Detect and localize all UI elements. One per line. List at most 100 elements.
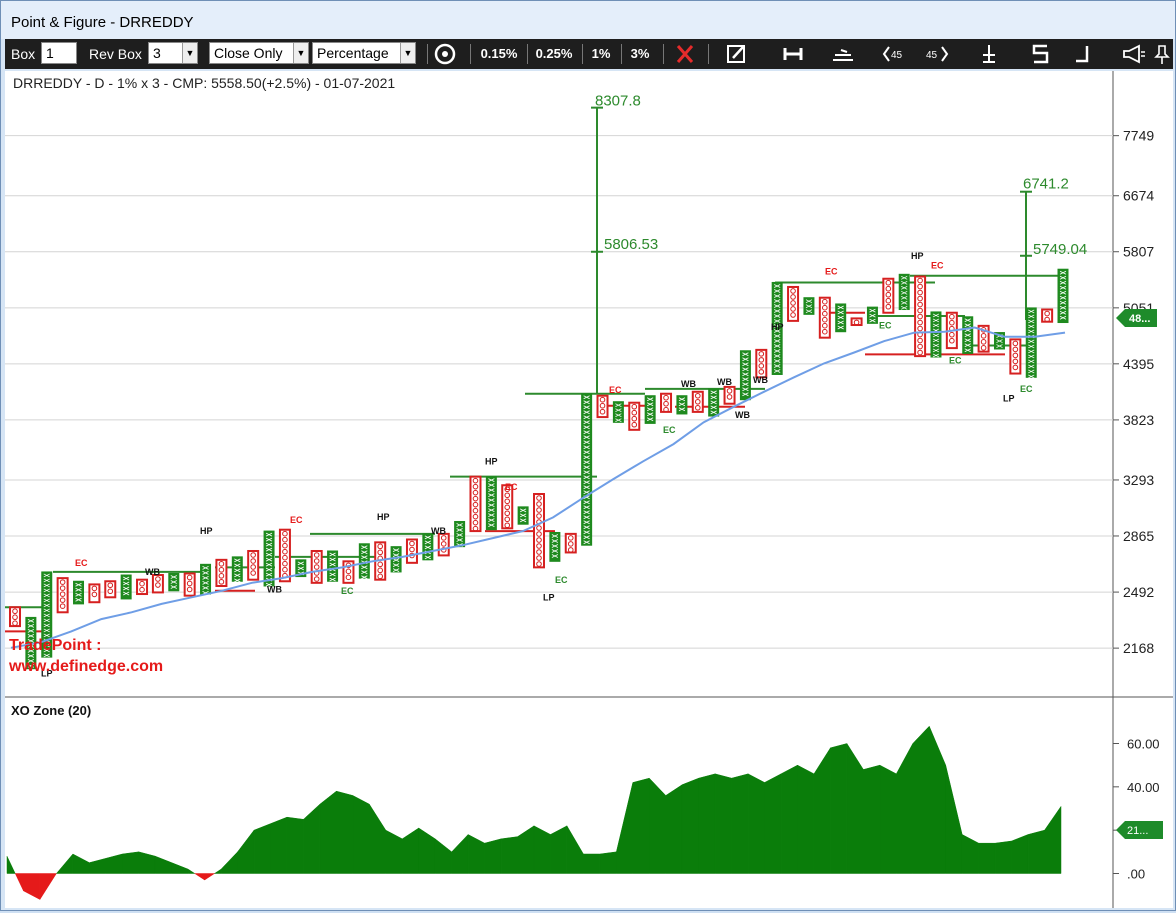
pattern-label: LP (41, 669, 53, 679)
x-mark (837, 320, 844, 325)
refresh-icon[interactable] (433, 43, 457, 65)
x-mark (551, 554, 559, 558)
pattern-label: WB (145, 567, 160, 577)
o-mark (536, 561, 542, 567)
rev-box-select[interactable]: 3 ▼ (148, 42, 198, 64)
bracket-icon[interactable] (1029, 43, 1053, 65)
o-mark (377, 549, 384, 556)
target-label: 5749.04 (1033, 241, 1087, 258)
x-mark (869, 313, 876, 318)
x-mark (456, 528, 463, 532)
x-mark (805, 299, 813, 304)
o-column-box (437, 532, 450, 557)
o-mark (377, 543, 384, 550)
o-mark (504, 522, 511, 529)
xo-zone-area (6, 725, 1062, 901)
o-mark (694, 392, 701, 399)
x-mark (75, 597, 82, 602)
x-mark (202, 585, 209, 590)
x-column (581, 393, 593, 546)
x-column-box (200, 563, 212, 595)
x-mark (742, 372, 749, 377)
x-mark (43, 623, 50, 628)
cross-icon[interactable] (977, 43, 1001, 65)
x-column-box (485, 476, 497, 531)
price-tag: 48... (1116, 309, 1157, 327)
rev-box-label: Rev Box (89, 46, 142, 62)
x-mark (774, 284, 781, 288)
xo-area-segment (583, 853, 601, 874)
o-mark (472, 495, 479, 502)
x-mark (774, 354, 781, 358)
pencil-icon[interactable] (725, 43, 749, 65)
x-mark (43, 608, 50, 613)
preset-025-button[interactable]: 0.25% (535, 46, 573, 61)
x-mark (27, 629, 35, 633)
xo-area-segment (1011, 834, 1029, 874)
chevron-down-icon: ▼ (293, 43, 308, 63)
megaphone-icon[interactable] (1121, 43, 1145, 65)
preset-015-button[interactable]: 0.15% (480, 46, 518, 61)
xo-zone-title: XO Zone (20) (11, 703, 91, 718)
o-mark (186, 586, 193, 593)
xo-area-segment (270, 816, 288, 874)
x-mark (646, 407, 654, 412)
pattern-label: WB (753, 375, 768, 385)
x-mark (27, 664, 35, 668)
o-column-box (660, 392, 673, 413)
x-mark (265, 542, 273, 547)
x-column (422, 533, 434, 561)
preset-3-button[interactable]: 3% (630, 46, 650, 61)
trendline-icon[interactable] (831, 43, 855, 65)
pattern-label: EC (290, 515, 303, 525)
xo-area-segment (500, 836, 518, 874)
o-column-box (564, 532, 577, 554)
xo-value-tag-label: 21... (1127, 825, 1148, 837)
x-mark (742, 387, 749, 392)
o-mark (885, 291, 892, 298)
pin-icon[interactable] (1153, 43, 1171, 65)
o-mark (472, 477, 479, 484)
angle-45-right-icon[interactable]: 45 (925, 43, 949, 65)
o-mark (91, 591, 98, 598)
hook-icon[interactable] (1071, 43, 1095, 65)
o-column-box (342, 560, 355, 584)
x-mark (583, 415, 590, 420)
range-icon[interactable] (781, 43, 805, 65)
x-mark (234, 578, 241, 583)
angle-45-left-icon[interactable]: 45 (882, 43, 906, 65)
x-mark (932, 313, 940, 318)
xo-value-tag: 21... (1116, 821, 1163, 839)
o-mark (917, 289, 923, 296)
x-mark (774, 324, 781, 328)
x-mark (1028, 324, 1035, 329)
o-mark (917, 343, 923, 350)
o-mark (567, 541, 574, 547)
svg-text:45: 45 (926, 50, 938, 61)
pf-chart-svg[interactable]: 7749667458075051439538233293286524922168… (5, 71, 1173, 908)
x-mark (583, 490, 590, 495)
o-mark (536, 513, 542, 519)
close-x-icon[interactable] (673, 43, 697, 65)
scale-select[interactable]: Percentage ▼ (312, 42, 416, 64)
o-column (1009, 338, 1022, 375)
method-select[interactable]: Close Only ▼ (209, 42, 309, 64)
x-column-box (263, 530, 275, 587)
x-mark (456, 523, 463, 527)
box-size-input[interactable]: 1 (41, 42, 77, 64)
x-mark (43, 603, 50, 608)
o-mark (917, 307, 923, 314)
x-mark (583, 485, 590, 490)
x-mark (43, 578, 50, 583)
o-mark (504, 498, 511, 505)
o-column (818, 296, 831, 339)
o-column (628, 401, 641, 431)
preset-1-button[interactable]: 1% (591, 46, 611, 61)
x-column-box (358, 543, 370, 579)
x-column (263, 530, 275, 587)
x-mark (551, 549, 559, 553)
o-mark (12, 608, 18, 615)
x-mark (488, 488, 495, 493)
o-mark (282, 542, 288, 549)
x-mark (901, 275, 908, 280)
